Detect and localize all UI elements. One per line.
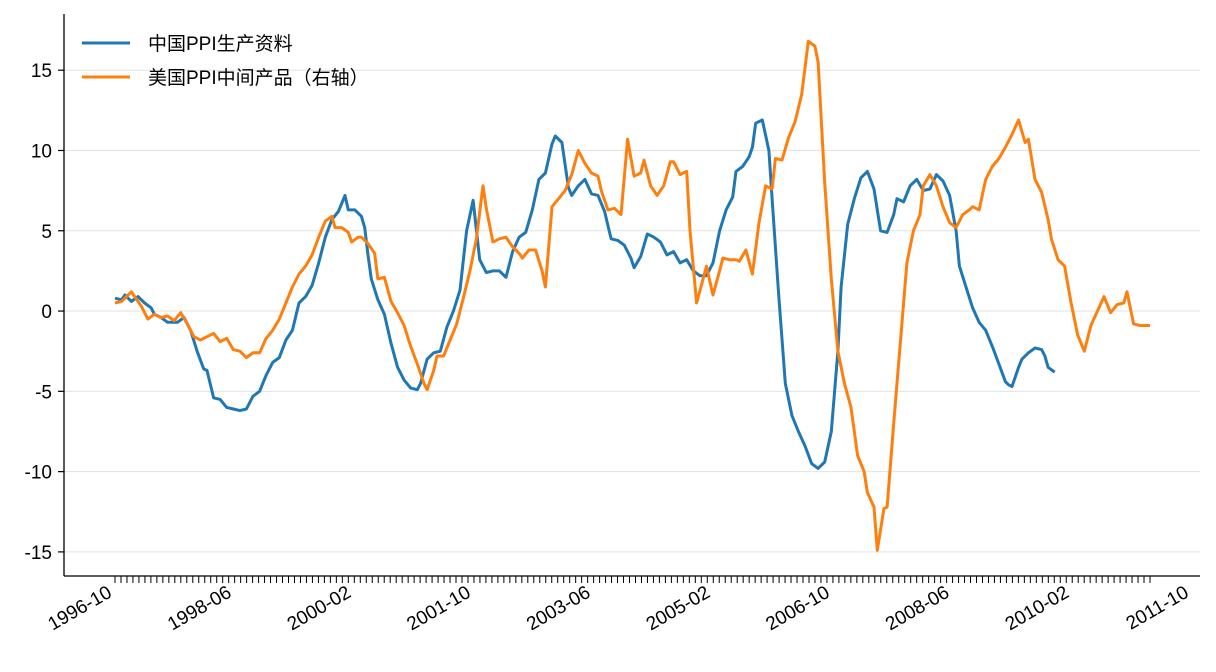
- legend-item-1: 美国PPI中间产品（右轴）: [82, 67, 369, 89]
- x-tick-label: 2011-10: [1123, 582, 1193, 634]
- y-tick-label: -10: [25, 463, 52, 484]
- x-axis-ticks: 1996-10 1998-06 2000-02 2001-10 2003-06 2005-…: [45, 576, 1193, 635]
- legend-label-1: 美国PPI中间产品（右轴）: [148, 67, 369, 89]
- y-tick-label: -15: [25, 543, 52, 564]
- series-line-0: [114, 118, 1056, 470]
- y-tick-label: -5: [35, 382, 52, 403]
- y-tick-label: 0: [41, 302, 52, 323]
- x-tick-label: 2010-02: [1002, 582, 1073, 635]
- series-line-1: [114, 39, 1150, 552]
- x-tick-label: 2001-10: [404, 582, 475, 635]
- y-axis-ticks: -15 -10 -5 0 5 10 15: [25, 61, 64, 564]
- x-tick-label: 2006-10: [763, 582, 834, 635]
- legend-label-0: 中国PPI生产资料: [148, 33, 293, 55]
- series-lines: [114, 39, 1150, 552]
- x-tick-label: 2003-06: [523, 582, 594, 635]
- grid-lines: [64, 69, 1200, 553]
- legend-item-0: 中国PPI生产资料: [82, 33, 293, 55]
- x-tick-label: 2008-06: [882, 582, 953, 635]
- x-tick-label: 1996-10: [45, 582, 116, 635]
- x-tick-label: 1998-06: [164, 582, 235, 635]
- legend: 中国PPI生产资料 美国PPI中间产品（右轴）: [82, 33, 369, 89]
- x-tick-label: 2005-02: [643, 582, 714, 635]
- y-tick-label: 15: [31, 61, 52, 82]
- y-tick-label: 10: [31, 141, 52, 162]
- y-tick-label: 5: [41, 222, 52, 243]
- x-tick-label: 2000-02: [284, 582, 355, 635]
